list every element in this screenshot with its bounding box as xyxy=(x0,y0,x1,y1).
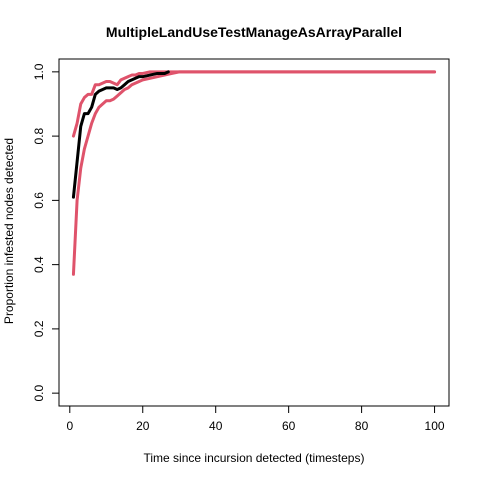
series-line-2 xyxy=(71,70,437,276)
x-axis-label: Time since incursion detected (timesteps… xyxy=(144,451,365,465)
x-tick-label: 40 xyxy=(209,419,223,433)
y-tick-label: 0.6 xyxy=(32,192,46,209)
plot-frame xyxy=(58,58,450,407)
x-axis: 0 20 40 60 80 100 xyxy=(66,405,445,433)
x-tick-label: 60 xyxy=(282,419,296,433)
y-tick-label: 0.8 xyxy=(32,127,46,144)
y-tick-label: 0.2 xyxy=(32,320,46,337)
x-tick-label: 20 xyxy=(136,419,150,433)
y-tick-label: 0.0 xyxy=(32,384,46,401)
x-tick-label: 100 xyxy=(425,419,445,433)
y-tick-label: 0.4 xyxy=(32,256,46,273)
series-line-3 xyxy=(71,70,170,199)
x-tick-label: 80 xyxy=(355,419,369,433)
y-axis: 0.0 0.2 0.4 0.6 0.8 1.0 xyxy=(32,63,60,401)
x-tick-label: 0 xyxy=(66,419,73,433)
y-axis-label: Proportion infested nodes detected xyxy=(2,138,16,324)
series-layer xyxy=(71,70,437,276)
chart-title: MultipleLandUseTestManageAsArrayParallel xyxy=(106,24,402,40)
y-tick-label: 1.0 xyxy=(32,63,46,80)
